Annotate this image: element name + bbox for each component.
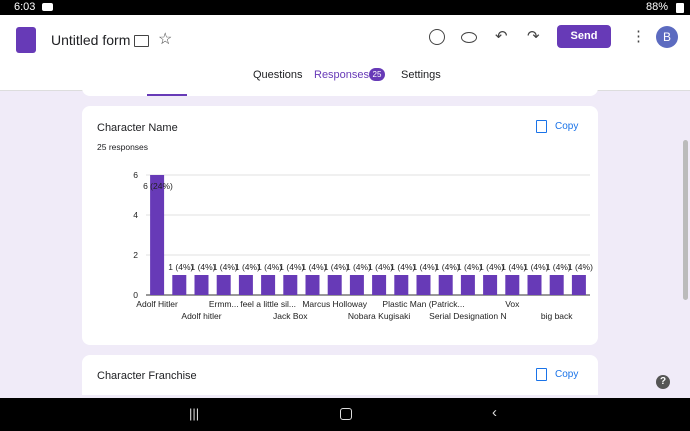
response-count: 25 responses [97, 142, 149, 152]
data-label: 1 (4%) [524, 262, 549, 272]
tab-questions[interactable]: Questions [253, 69, 303, 81]
data-label: 1 (4%) [235, 262, 260, 272]
data-label: 1 (4%) [346, 262, 371, 272]
copy-button[interactable]: Copy [555, 369, 579, 380]
x-tick-label: feel a little sil... [240, 299, 296, 309]
bar [394, 275, 409, 295]
bar [460, 275, 475, 295]
bar [238, 275, 253, 295]
x-tick-label: Ermm... [209, 299, 239, 309]
bar [216, 275, 231, 295]
x-tick-label: Nobara Kugisaki [348, 311, 410, 321]
question-title: Character Franchise [97, 370, 197, 382]
data-label: 1 (4%) [279, 262, 304, 272]
avatar[interactable]: B [656, 26, 678, 48]
bar [571, 275, 586, 295]
data-label: 1 (4%) [302, 262, 327, 272]
question-title: Character Name [97, 122, 178, 134]
bar [194, 275, 209, 295]
bar [305, 275, 320, 295]
send-button[interactable]: Send [557, 25, 611, 48]
data-label: 1 (4%) [501, 262, 526, 272]
x-tick-label: Adolf Hitler [136, 299, 178, 309]
data-label: 1 (4%) [257, 262, 282, 272]
data-label: 1 (4%) [435, 262, 460, 272]
data-label: 6 (24%) [143, 181, 173, 191]
bar [261, 275, 276, 295]
bar [438, 275, 453, 295]
status-bar: 6:03 88% [0, 0, 690, 15]
data-label: 1 (4%) [546, 262, 571, 272]
copy-icon[interactable] [536, 120, 547, 133]
data-label: 1 (4%) [213, 262, 238, 272]
data-label: 1 (4%) [390, 262, 415, 272]
bar [505, 275, 520, 295]
time: 6:03 [14, 1, 36, 13]
previous-card-bar [147, 94, 187, 96]
y-tick-label: 6 [133, 170, 138, 180]
bar [549, 275, 564, 295]
undo-icon[interactable]: ↶ [495, 28, 508, 45]
x-tick-label: Serial Designation N [429, 311, 506, 321]
x-tick-label: Marcus Holloway [302, 299, 367, 309]
data-label: 1 (4%) [168, 262, 193, 272]
tab-settings[interactable]: Settings [401, 69, 441, 81]
recents-button[interactable]: ||| [189, 406, 200, 421]
data-label: 1 (4%) [191, 262, 216, 272]
home-button[interactable] [340, 408, 352, 420]
responses-badge: 25 [369, 68, 385, 81]
more-icon[interactable]: ⋮ [631, 28, 646, 45]
help-button[interactable]: ? [656, 375, 670, 389]
tab-responses[interactable]: Responses [314, 69, 370, 81]
x-tick-label: big back [541, 311, 573, 321]
notification-icon [42, 3, 53, 11]
data-label: 1 (4%) [479, 262, 504, 272]
x-tick-label: Vox [505, 299, 520, 309]
card: Character Franchise Copy [82, 355, 598, 395]
bar [416, 275, 431, 295]
card: Character Name 25 responses Copy [82, 106, 598, 345]
copy-icon[interactable] [536, 368, 547, 381]
copy-button[interactable]: Copy [555, 121, 579, 132]
form-title[interactable]: Untitled form [51, 32, 131, 48]
battery-icon [676, 3, 684, 13]
bar [483, 275, 498, 295]
x-tick-label: Jack Box [273, 311, 308, 321]
data-label: 1 (4%) [368, 262, 393, 272]
star-icon[interactable]: ☆ [158, 31, 173, 48]
back-button[interactable]: ‹ [492, 404, 497, 421]
data-label: 1 (4%) [568, 262, 593, 272]
folder-icon[interactable] [134, 35, 149, 47]
redo-icon[interactable]: ↷ [527, 28, 540, 45]
y-tick-label: 0 [133, 290, 138, 300]
bar [172, 275, 187, 295]
data-label: 1 (4%) [413, 262, 438, 272]
data-label: 1 (4%) [457, 262, 482, 272]
battery: 88% [645, 1, 668, 13]
preview-icon[interactable] [461, 32, 477, 43]
x-tick-label: Adolf hitler [181, 311, 221, 321]
nav-bar: ||| ‹ [0, 398, 690, 431]
y-tick-label: 4 [133, 210, 138, 220]
header: Untitled form ☆ ↶ ↷ Send ⋮ B Questions R… [0, 15, 690, 91]
bar [327, 275, 342, 295]
bar [527, 275, 542, 295]
previous-card [82, 84, 598, 96]
bar [349, 275, 364, 295]
bar [150, 175, 165, 295]
forms-logo[interactable] [16, 27, 36, 53]
scrollbar [683, 140, 688, 300]
y-tick-label: 2 [133, 250, 138, 260]
bar [372, 275, 387, 295]
data-label: 1 (4%) [324, 262, 349, 272]
bar [283, 275, 298, 295]
x-tick-label: Plastic Man (Patrick... [382, 299, 464, 309]
palette-icon[interactable] [429, 29, 445, 45]
